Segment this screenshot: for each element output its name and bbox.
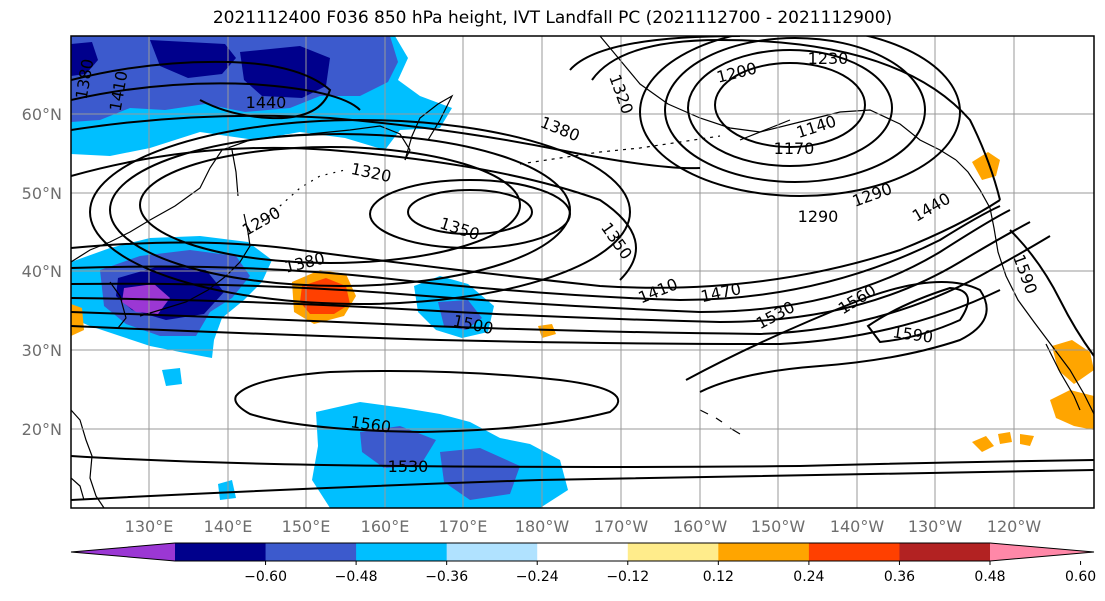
pc-negative-region [360,426,436,468]
colorbar-segment [446,543,538,561]
lon-tick-label: 160°E [361,517,410,536]
pc-positive-region [1020,434,1034,446]
pc-positive-region [1052,340,1094,384]
contour-label: 1170 [774,139,815,158]
gridlines [71,36,1094,508]
lon-tick-label: 170°W [594,517,649,536]
colorbar-segment [627,543,719,561]
colorbar-tick-label: 0.60 [1065,569,1096,585]
colorbar-segment [537,543,629,561]
map-title: 2021112400 F036 850 hPa height, IVT Land… [212,8,893,28]
pc-negative-region [71,42,98,76]
lon-tick-label: 130°E [125,517,174,536]
contour-label: 1290 [798,207,839,226]
lon-tick-label: 140°E [204,517,253,536]
colorbar-segment [808,543,900,561]
lat-tick-label: 60°N [22,105,62,124]
lon-tick-label: 170°E [439,517,488,536]
contour-label: 1230 [808,49,849,68]
colorbar-segment [356,543,448,561]
colorbar-tick-label: −0.60 [244,569,287,585]
contour-label: 1440 [246,93,287,112]
pc-negative-region [162,368,182,386]
colorbar-tick-label: −0.36 [425,569,468,585]
pc-positive-region [1050,390,1094,430]
colorbar-outline [70,542,1095,562]
lat-tick-label: 30°N [22,341,62,360]
colorbar-segment [265,543,357,561]
lat-tick-labels: 60°N 50°N 40°N 30°N 20°N [22,105,62,439]
colorbar-tick-label: −0.24 [516,569,559,585]
lat-tick-label: 50°N [22,184,62,203]
colorbar-tick-label: 0.48 [974,569,1005,585]
colorbar-tick-label: 0.36 [884,569,915,585]
colorbar-segment [718,543,810,561]
map-frame [70,35,1095,509]
lon-tick-label: 130°W [908,517,963,536]
lon-tick-label: 150°E [282,517,331,536]
lat-tick-label: 20°N [22,420,62,439]
colorbar-tick-label: 0.24 [793,569,824,585]
lon-tick-label: 180°W [515,517,570,536]
lon-tick-label: 120°W [987,517,1042,536]
lon-tick-label: 150°W [751,517,806,536]
pc-negative-region [218,480,236,500]
pc-negative-region [150,40,236,78]
colorbar-segment [899,543,991,561]
lon-tick-label: 160°W [673,517,728,536]
colorbar-tick-label: −0.12 [606,569,649,585]
pc-positive-region [998,432,1012,444]
colorbar-extend-low [71,543,175,561]
pc-positive-region [972,436,994,452]
lat-tick-label: 40°N [22,262,62,281]
colorbar: −0.60 −0.48 −0.36 −0.24 −0.12 0.12 0.24 0.36 0.4… [70,542,1096,585]
colorbar-extend-high [990,543,1094,561]
contour-label: 1530 [388,457,429,476]
pc-negative-region [440,448,520,500]
colorbar-tick-label: −0.48 [335,569,378,585]
lon-tick-label: 140°W [830,517,885,536]
height-contours [71,36,1094,501]
colorbar-segment [175,543,267,561]
colorbar-tick-label: 0.12 [703,569,734,585]
pc-negative-region [438,300,482,330]
lon-tick-labels: 130°E 140°E 150°E 160°E 170°E 180°W 170°… [125,517,1042,536]
